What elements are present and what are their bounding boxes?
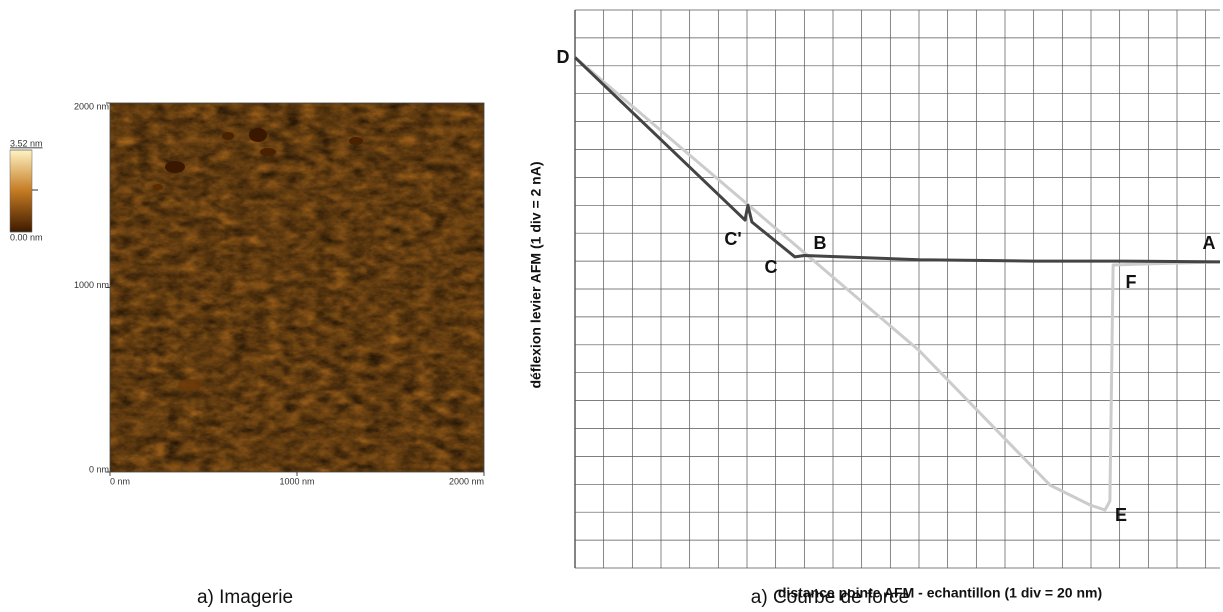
color-tick-label: 3.52 nm [10, 138, 43, 148]
force-curve [574, 56, 1221, 512]
curve-point-label: A [1203, 233, 1216, 253]
color-bar [9, 149, 33, 233]
y-tick-label: 2000 nm [74, 101, 109, 111]
curve-point-label: F [1126, 272, 1137, 292]
curve-point-label: C' [724, 229, 741, 249]
y-tick-label: 0 nm [89, 464, 109, 474]
caption: a) Courbe de force [751, 587, 909, 608]
x-tick-label: 0 nm [110, 476, 130, 486]
caption: a) Imagerie [197, 587, 293, 608]
curve-point-label: E [1115, 505, 1127, 525]
x-axis-label: distance pointe AFM - echantillon (1 div… [778, 585, 1102, 601]
curve-point-label: D [557, 47, 570, 67]
force-curve [573, 56, 1221, 264]
x-tick-label: 2000 nm [449, 476, 484, 486]
color-tick-label: 0.00 nm [10, 232, 43, 242]
curve-point-label: C [765, 257, 778, 277]
curve-point-label: B [814, 233, 827, 253]
y-axis-label: déflexion levier AFM (1 div = 2 nA) [528, 161, 544, 388]
x-tick-label: 1000 nm [279, 476, 314, 486]
y-tick-label: 1000 nm [74, 280, 109, 290]
afm-image [110, 103, 484, 472]
